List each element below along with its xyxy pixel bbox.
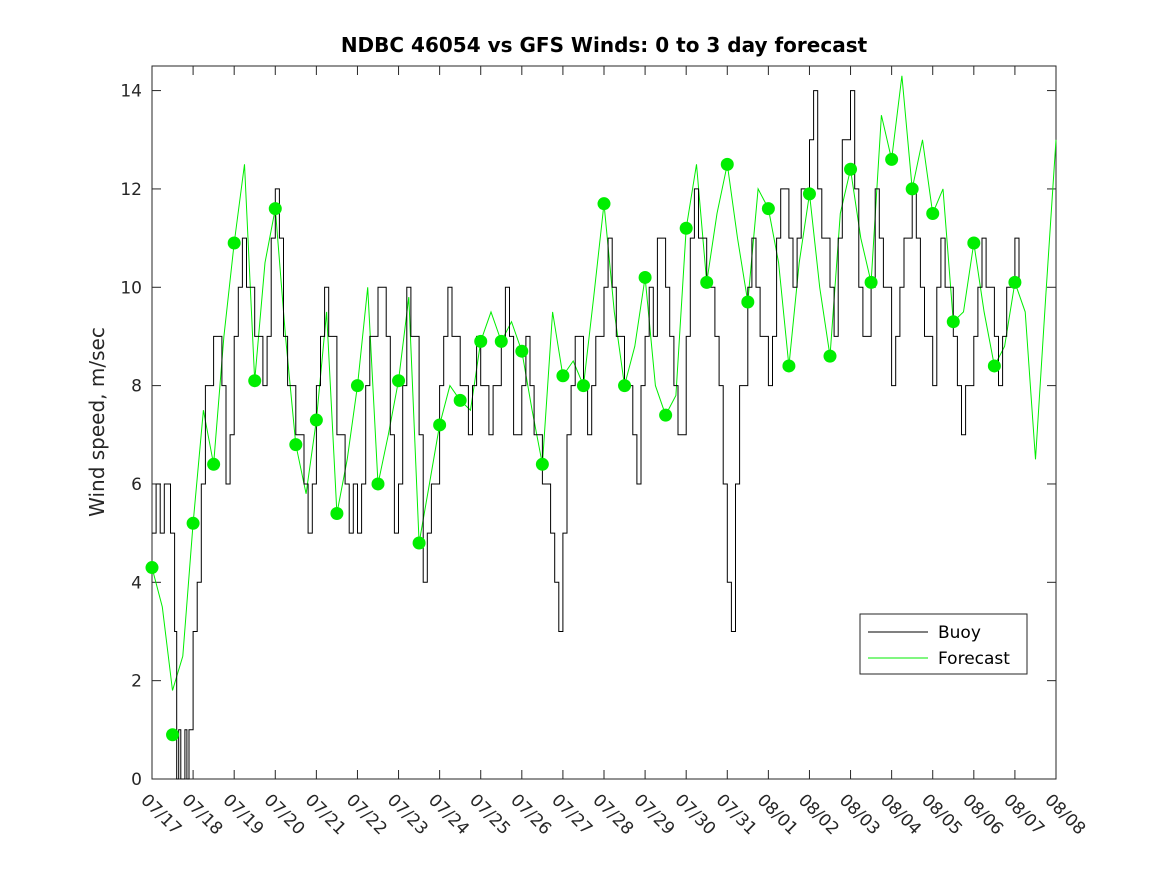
x-tick-label: 07/31	[712, 790, 761, 839]
forecast-marker	[679, 221, 693, 235]
forecast-marker	[905, 182, 919, 196]
forecast-marker	[145, 561, 159, 575]
forecast-marker	[535, 457, 549, 471]
forecast-marker	[268, 202, 282, 216]
x-tick-label: 07/28	[588, 790, 637, 839]
forecast-marker	[494, 334, 508, 348]
x-tick-label: 07/26	[506, 790, 555, 839]
forecast-marker	[227, 236, 241, 250]
forecast-marker	[207, 457, 221, 471]
x-tick-label: 07/19	[219, 790, 268, 839]
forecast-marker	[392, 374, 406, 388]
forecast-marker	[967, 236, 981, 250]
x-tick-label: 07/29	[630, 790, 679, 839]
forecast-marker	[638, 270, 652, 284]
y-tick-label: 6	[131, 475, 142, 495]
marker-layer	[145, 152, 1022, 742]
x-tick-label: 08/06	[958, 790, 1007, 839]
x-tick-label: 08/01	[753, 790, 802, 839]
x-tick-label: 08/08	[1040, 790, 1089, 839]
forecast-marker	[474, 334, 488, 348]
x-tick-label: 07/30	[671, 790, 720, 839]
forecast-marker	[802, 187, 816, 201]
forecast-marker	[556, 369, 570, 383]
y-tick-label: 4	[131, 573, 142, 593]
forecast-marker	[1008, 275, 1022, 289]
forecast-marker	[823, 349, 837, 363]
x-tick-label: 08/03	[835, 790, 884, 839]
legend-label-buoy: Buoy	[938, 623, 981, 643]
y-tick-label: 10	[120, 278, 142, 298]
forecast-marker	[597, 197, 611, 211]
x-tick-label: 07/27	[547, 790, 596, 839]
x-tick-label: 08/05	[917, 790, 966, 839]
forecast-marker	[309, 413, 323, 427]
y-axis: 0 2 4 6 8 10 12 14	[120, 82, 1056, 790]
x-tick-label: 08/07	[999, 790, 1048, 839]
y-tick-label: 0	[131, 770, 142, 790]
forecast-marker	[987, 359, 1001, 373]
forecast-marker	[926, 207, 940, 221]
forecast-marker	[741, 295, 755, 309]
forecast-marker	[289, 438, 303, 452]
x-tick-label: 07/23	[383, 790, 432, 839]
x-tick-label: 07/21	[301, 790, 350, 839]
y-tick-label: 12	[120, 180, 142, 200]
x-tick-label: 08/02	[794, 790, 843, 839]
forecast-marker	[844, 162, 858, 176]
legend-box	[859, 613, 1028, 675]
forecast-marker	[720, 157, 734, 171]
forecast-marker	[885, 152, 899, 166]
forecast-marker	[166, 728, 180, 742]
legend-label-forecast: Forecast	[938, 649, 1010, 669]
forecast-marker	[453, 393, 467, 407]
forecast-marker	[946, 315, 960, 329]
y-axis-label: Wind speed, m/sec	[85, 327, 109, 517]
chart-title: NDBC 46054 vs GFS Winds: 0 to 3 day fore…	[341, 33, 868, 57]
x-tick-label: 07/25	[465, 790, 514, 839]
legend: Buoy Forecast	[859, 613, 1028, 675]
forecast-marker	[659, 408, 673, 422]
forecast-marker	[700, 275, 714, 289]
y-tick-label: 8	[131, 377, 142, 397]
forecast-marker	[433, 418, 447, 432]
forecast-marker	[412, 536, 426, 550]
forecast-marker	[515, 344, 529, 358]
forecast-marker	[371, 477, 385, 491]
forecast-marker	[330, 506, 344, 520]
y-tick-label: 2	[131, 672, 142, 692]
forecast-marker	[761, 202, 775, 216]
forecast-marker	[782, 359, 796, 373]
forecast-marker	[186, 516, 200, 530]
forecast-marker	[248, 374, 262, 388]
x-tick-label: 07/24	[424, 790, 473, 839]
forecast-marker	[576, 379, 590, 393]
x-tick-label: 07/18	[178, 790, 227, 839]
x-tick-label: 07/17	[136, 790, 185, 839]
forecast-marker	[618, 379, 632, 393]
x-tick-label: 07/20	[260, 790, 309, 839]
y-tick-label: 14	[120, 82, 142, 102]
forecast-marker	[350, 379, 364, 393]
x-tick-label: 08/04	[876, 790, 925, 839]
x-tick-label: 07/22	[342, 790, 391, 839]
forecast-marker	[864, 275, 878, 289]
